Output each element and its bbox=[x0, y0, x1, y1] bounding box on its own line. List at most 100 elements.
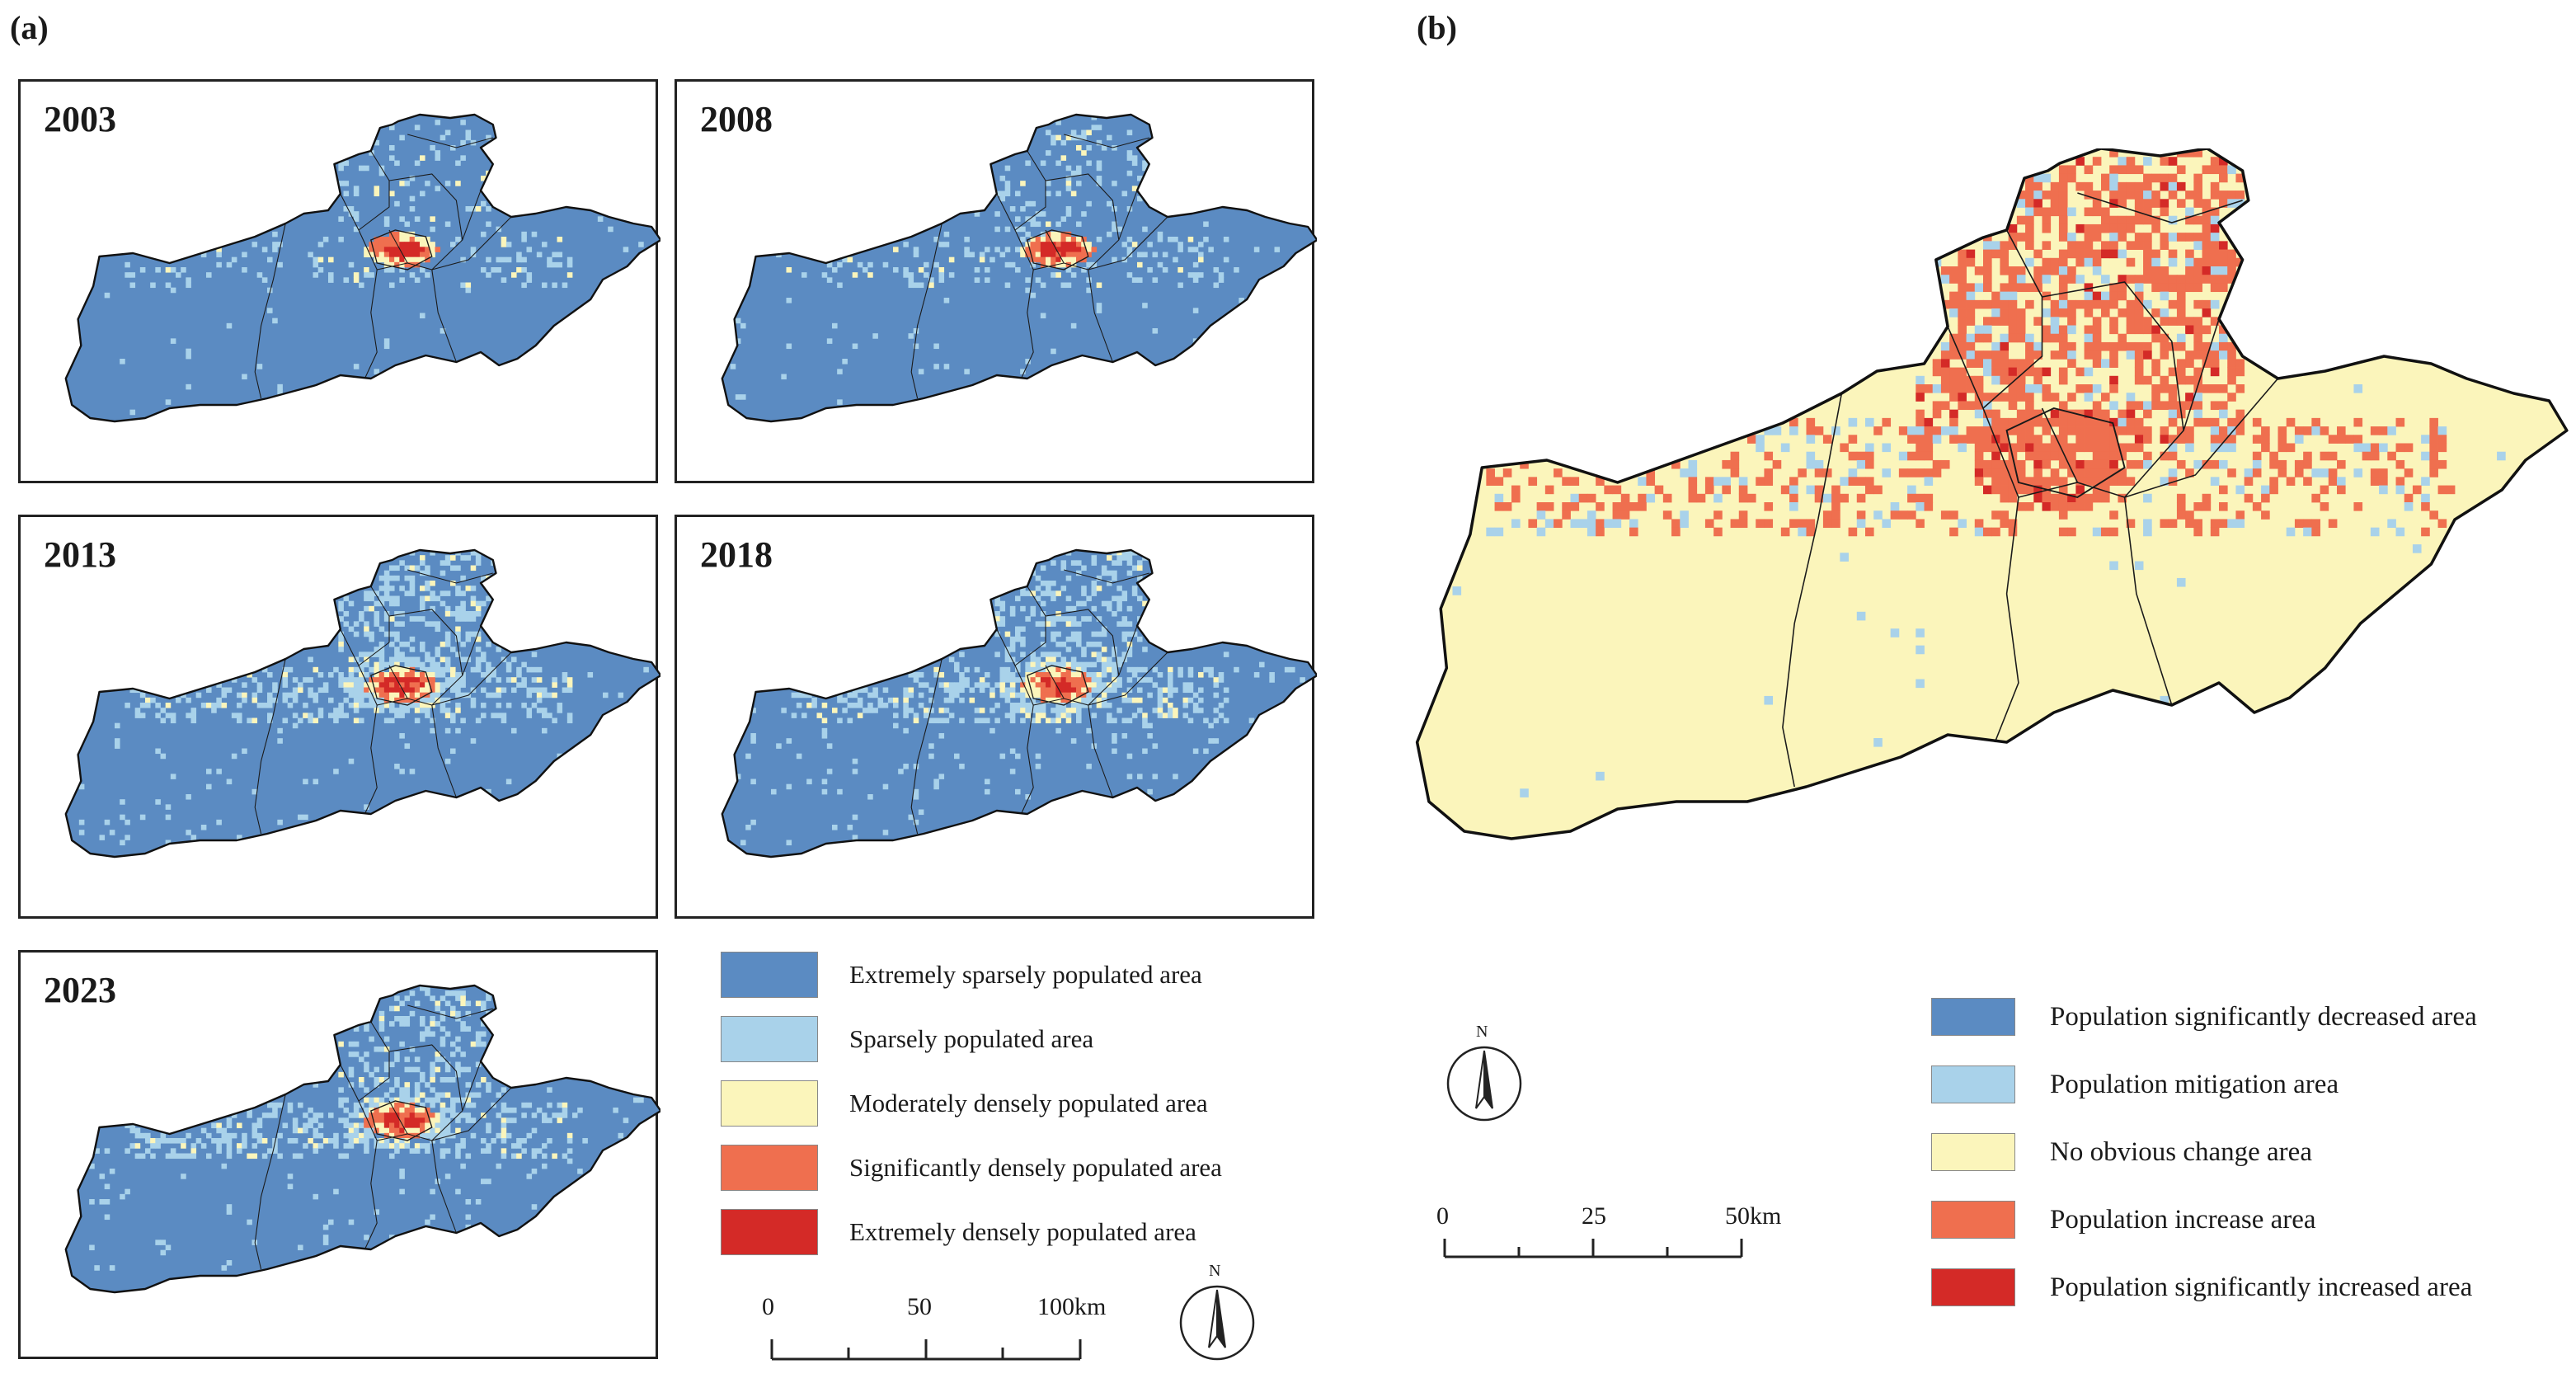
legend-label: Population mitigation area bbox=[2050, 1069, 2339, 1099]
district-boundary bbox=[1045, 665, 1065, 699]
legend-label: Population increase area bbox=[2050, 1204, 2316, 1235]
legend-swatch bbox=[1931, 1201, 2015, 1239]
district-boundary bbox=[1020, 704, 1034, 815]
district-boundary bbox=[1064, 569, 1149, 584]
district-boundary bbox=[388, 173, 463, 241]
grid-cells bbox=[1452, 148, 2506, 797]
legend-item: Significantly densely populated area bbox=[721, 1145, 1222, 1191]
district-boundary bbox=[1088, 269, 1113, 363]
legend-swatch bbox=[1931, 1268, 2015, 1306]
legend-swatch bbox=[1931, 1065, 2015, 1103]
district-boundary bbox=[364, 269, 378, 379]
map-year-label: 2008 bbox=[700, 99, 773, 139]
map-year-label: 2023 bbox=[44, 970, 116, 1010]
legend-swatch bbox=[721, 1209, 818, 1255]
district-boundary bbox=[1088, 704, 1113, 798]
grid-cells bbox=[730, 115, 1281, 405]
district-boundary bbox=[1994, 496, 2019, 743]
grid-cells bbox=[89, 986, 644, 1271]
district-boundary bbox=[254, 1094, 286, 1270]
north-arrow-icon bbox=[1179, 1285, 1255, 1361]
scale-tick-100: 100km bbox=[1037, 1293, 1107, 1320]
district-boundary bbox=[1982, 229, 2043, 409]
district-boundary bbox=[358, 150, 390, 231]
region-map-2023 bbox=[64, 984, 660, 1294]
district-boundary bbox=[254, 658, 286, 835]
scale-tick-50: 50km bbox=[1725, 1202, 1782, 1230]
district-boundary bbox=[1014, 150, 1046, 231]
legend-item: Population mitigation area bbox=[1931, 1065, 2339, 1103]
legend-item: Moderately densely populated area bbox=[721, 1080, 1208, 1127]
region-outline bbox=[721, 548, 1317, 858]
panel-a-label: (a) bbox=[10, 9, 49, 46]
scale-bar-a bbox=[770, 1339, 1082, 1361]
district-boundary bbox=[364, 704, 378, 815]
legend-swatch bbox=[721, 952, 818, 998]
legend-a: Extremely sparsely populated area Sparse… bbox=[721, 952, 1314, 1265]
north-arrow-b-label: N bbox=[1476, 1023, 1488, 1041]
scale-tick-0: 0 bbox=[762, 1293, 774, 1320]
district-boundary bbox=[364, 1140, 378, 1250]
legend-swatch bbox=[721, 1016, 818, 1062]
legend-swatch bbox=[1931, 998, 2015, 1036]
legend-label: Significantly densely populated area bbox=[849, 1153, 1222, 1182]
region-map-2018 bbox=[721, 548, 1317, 858]
map-year-label: 2003 bbox=[44, 99, 116, 139]
district-boundary bbox=[1045, 229, 1065, 264]
district-boundary bbox=[431, 1140, 457, 1234]
region-fill bbox=[65, 115, 660, 421]
legend-label: Sparsely populated area bbox=[849, 1024, 1094, 1053]
district-boundary bbox=[431, 269, 457, 363]
north-arrow-a-label: N bbox=[1209, 1262, 1221, 1280]
district-boundary bbox=[407, 1004, 493, 1019]
district-boundary bbox=[1020, 269, 1034, 379]
legend-item: Extremely densely populated area bbox=[721, 1209, 1196, 1255]
legend-swatch bbox=[721, 1145, 818, 1191]
legend-swatch bbox=[721, 1080, 818, 1127]
legend-label: Extremely densely populated area bbox=[849, 1217, 1196, 1246]
district-boundary bbox=[388, 665, 408, 699]
district-boundary bbox=[1782, 393, 1843, 788]
district-boundary bbox=[910, 223, 942, 399]
district-boundary bbox=[1088, 652, 1168, 706]
legend-swatch bbox=[1931, 1133, 2015, 1171]
district-boundary bbox=[1045, 609, 1120, 676]
region-map-2013 bbox=[64, 548, 660, 858]
region-outline bbox=[64, 113, 660, 423]
scale-tick-0: 0 bbox=[1436, 1202, 1449, 1230]
scale-bar-b bbox=[1443, 1239, 1743, 1258]
urban-core-boundary bbox=[370, 665, 433, 706]
district-boundary bbox=[358, 1021, 390, 1102]
district-boundary bbox=[1045, 173, 1120, 241]
legend-item: No obvious change area bbox=[1931, 1133, 2312, 1171]
district-boundary bbox=[2042, 281, 2184, 431]
region-outline bbox=[64, 548, 660, 858]
map-2018: 2018 bbox=[675, 515, 1317, 919]
district-boundary bbox=[2041, 407, 2079, 483]
legend-item: Population increase area bbox=[1931, 1201, 2316, 1239]
scale-tick-50: 50 bbox=[907, 1293, 932, 1320]
legend-label: Moderately densely populated area bbox=[849, 1089, 1208, 1117]
district-boundary bbox=[388, 609, 463, 676]
grid-cells bbox=[735, 550, 1305, 846]
panel-b-label: (b) bbox=[1417, 9, 1457, 46]
scale-bar-line bbox=[770, 1339, 1082, 1361]
legend-item: Sparsely populated area bbox=[721, 1016, 1093, 1062]
district-boundary bbox=[388, 229, 408, 264]
legend-item: Population significantly decreased area bbox=[1931, 998, 2477, 1036]
legend-b: Population significantly decreased area … bbox=[1931, 998, 2574, 1328]
district-boundary bbox=[2077, 192, 2243, 223]
district-boundary bbox=[910, 658, 942, 835]
region-map-2008 bbox=[721, 113, 1317, 423]
map-2013: 2013 bbox=[18, 515, 660, 919]
district-boundary bbox=[358, 586, 390, 666]
population-change-map bbox=[1415, 148, 2569, 840]
district-boundary bbox=[2124, 378, 2279, 498]
urban-core-boundary bbox=[1027, 665, 1089, 706]
map-year-label: 2013 bbox=[44, 534, 116, 575]
region-map-2003 bbox=[64, 113, 660, 423]
region-outline bbox=[1415, 148, 2569, 840]
urban-core-boundary bbox=[2005, 407, 2126, 499]
scale-tick-25: 25 bbox=[1582, 1202, 1606, 1230]
map-2023: 2023 bbox=[18, 950, 660, 1359]
